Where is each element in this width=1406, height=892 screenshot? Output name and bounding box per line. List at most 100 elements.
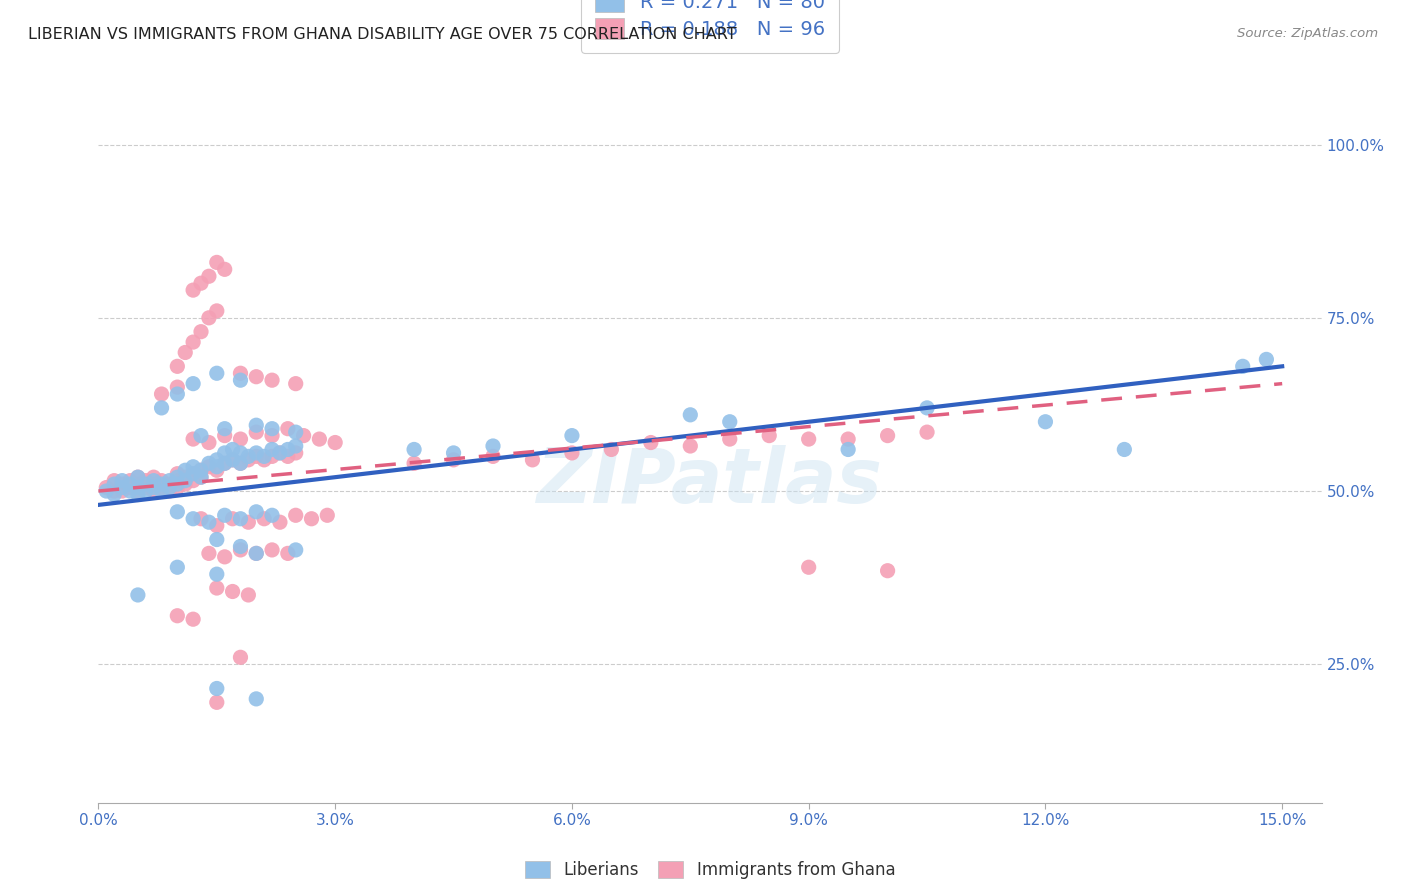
Point [198,435,221,450]
Point [245,546,267,560]
Point [150,483,173,498]
Point [205,695,228,709]
Point [198,459,221,474]
Point [214,456,236,470]
Text: LIBERIAN VS IMMIGRANTS FROM GHANA DISABILITY AGE OVER 75 CORRELATION CHART: LIBERIAN VS IMMIGRANTS FROM GHANA DISABI… [28,27,737,42]
Point [190,325,212,339]
Point [181,612,204,626]
Point [96,481,118,495]
Point [205,463,228,477]
Point [229,540,252,554]
Point [190,470,212,484]
Point [245,369,267,384]
Point [118,474,141,488]
Point [797,560,820,574]
Point [915,425,938,439]
Point [1232,359,1254,374]
Point [142,474,165,488]
Point [229,512,252,526]
Point [214,422,236,436]
Point [205,681,228,696]
Point [221,442,243,457]
Point [260,373,283,387]
Point [679,408,702,422]
Point [181,432,204,446]
Point [221,453,243,467]
Point [837,432,859,446]
Point [205,533,228,547]
Point [103,483,125,498]
Point [135,474,157,488]
Point [292,428,315,442]
Point [205,518,228,533]
Point [876,564,898,578]
Point [214,428,236,442]
Point [205,255,228,269]
Point [277,422,299,436]
Point [159,474,181,488]
Point [142,477,165,491]
Point [127,481,149,495]
Point [174,477,197,491]
Point [181,459,204,474]
Point [150,387,173,401]
Point [159,481,181,495]
Point [174,474,197,488]
Point [118,481,141,495]
Point [253,512,276,526]
Point [181,474,204,488]
Point [229,366,252,380]
Point [166,505,188,519]
Point [482,450,505,464]
Text: Source: ZipAtlas.com: Source: ZipAtlas.com [1237,27,1378,40]
Point [142,483,165,498]
Point [797,432,820,446]
Point [522,453,544,467]
Point [127,483,149,498]
Point [404,456,426,470]
Point [127,470,149,484]
Point [679,439,702,453]
Point [221,584,243,599]
Point [301,512,323,526]
Point [238,515,260,529]
Point [198,310,221,325]
Point [214,508,236,523]
Point [127,588,149,602]
Point [135,477,157,491]
Point [758,428,780,442]
Point [837,442,859,457]
Point [205,581,228,595]
Point [142,481,165,495]
Point [443,446,465,460]
Point [127,477,149,491]
Point [190,463,212,477]
Point [284,508,307,523]
Point [198,546,221,560]
Point [238,450,260,464]
Point [238,588,260,602]
Point [221,512,243,526]
Point [1035,415,1057,429]
Point [284,446,307,460]
Point [269,515,291,529]
Point [214,262,236,277]
Point [260,450,283,464]
Point [238,453,260,467]
Point [277,450,299,464]
Point [253,453,276,467]
Point [718,415,741,429]
Point [1256,352,1278,367]
Point [150,477,173,491]
Point [150,401,173,415]
Point [166,560,188,574]
Point [245,691,267,706]
Point [214,549,236,564]
Point [166,387,188,401]
Point [308,432,330,446]
Point [150,474,173,488]
Point [166,467,188,481]
Point [190,276,212,290]
Point [118,483,141,498]
Point [174,463,197,477]
